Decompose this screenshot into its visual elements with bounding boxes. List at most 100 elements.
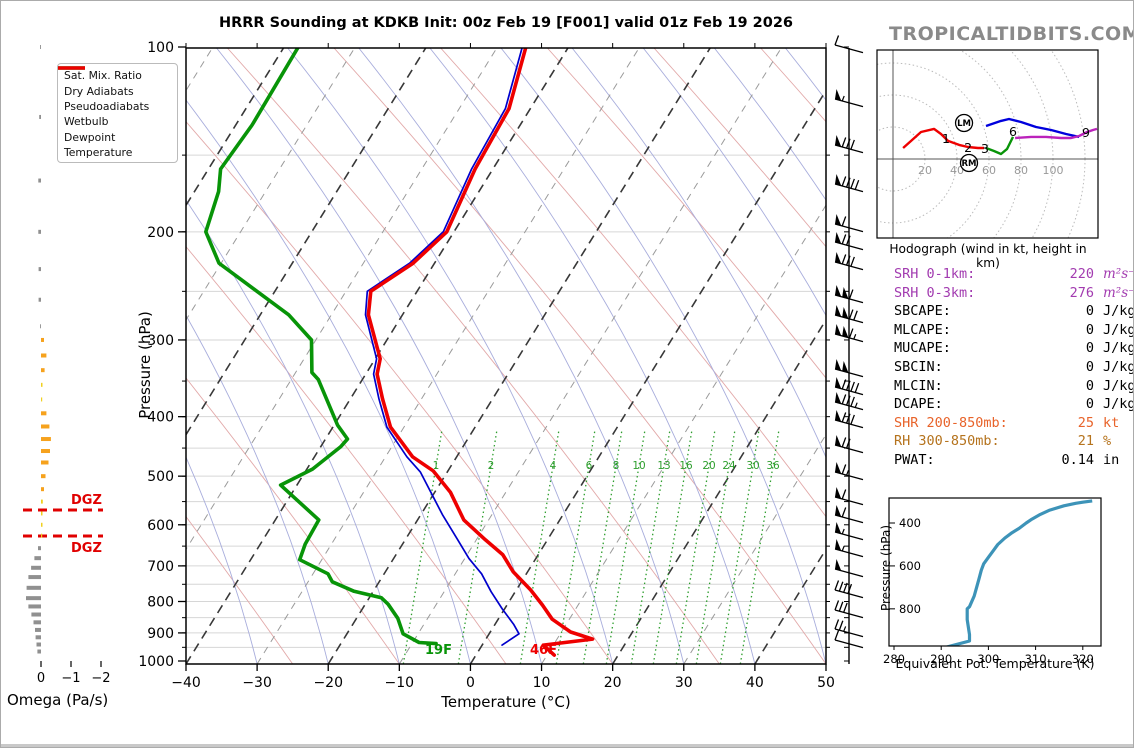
- stat-row-rh-300-850mb: RH 300-850mb: 21%: [894, 433, 1133, 452]
- surface-dewpoint-label: 19F: [425, 643, 452, 658]
- svg-text:24: 24: [722, 460, 736, 472]
- stat-row-sbcape: SBCAPE: 0 J/kg: [894, 303, 1133, 322]
- wind-barb: [834, 135, 864, 154]
- stat-unit: J/kg: [1103, 321, 1134, 338]
- stat-unit: J/kg: [1103, 340, 1134, 357]
- legend-label: Pseudoadiabats: [64, 99, 150, 113]
- stat-value: 0: [1085, 321, 1094, 338]
- svg-text:40: 40: [950, 164, 964, 177]
- stat-unit: J/kg: [1103, 377, 1134, 394]
- svg-text:400: 400: [899, 516, 921, 530]
- svg-text:20: 20: [604, 675, 622, 691]
- wind-barb: [834, 539, 864, 558]
- wind-barb: [834, 324, 864, 343]
- stat-row-sbcin: SBCIN: 0 J/kg: [894, 358, 1134, 378]
- stat-value: 0: [1085, 396, 1094, 413]
- stat-value: 276: [1069, 284, 1094, 301]
- svg-text:280: 280: [883, 652, 905, 666]
- stat-label: MLCIN:: [894, 377, 943, 394]
- svg-text:LM: LM: [957, 119, 971, 129]
- legend-item-wetbulb: Wetbulb: [58, 67, 177, 129]
- legend-label: Wetbulb: [64, 115, 109, 129]
- svg-text:0: 0: [466, 675, 475, 691]
- wind-barb: [834, 285, 864, 304]
- dgz-label-bottom: DGZ: [71, 541, 102, 556]
- hodograph-trace-0-3km: [902, 127, 984, 150]
- site-logo: TROPICALTIDBITS.COM: [889, 23, 1134, 45]
- svg-text:700: 700: [147, 559, 174, 575]
- wind-barb: [834, 619, 864, 638]
- hodograph-frame: [876, 49, 1099, 239]
- stat-unit: m²s⁻²: [1103, 266, 1133, 282]
- svg-text:290: 290: [930, 652, 952, 666]
- stat-value: 25: [1077, 414, 1094, 431]
- svg-text:−1: −1: [61, 671, 80, 686]
- wind-barb: [834, 392, 864, 411]
- svg-text:300: 300: [977, 652, 999, 666]
- wind-barb: [834, 174, 864, 193]
- wetbulb-curve: [364, 48, 523, 646]
- svg-text:2: 2: [964, 140, 972, 155]
- legend-label: Dry Adiabats: [64, 84, 134, 98]
- wind-barb: [834, 359, 864, 378]
- svg-text:600: 600: [899, 559, 921, 573]
- wind-barb: [834, 252, 864, 271]
- svg-text:9: 9: [1082, 125, 1090, 140]
- svg-text:800: 800: [899, 602, 921, 616]
- svg-text:400: 400: [147, 410, 174, 426]
- stat-label: SRH 0-1km:: [894, 266, 976, 282]
- omega-axis-label: Omega (Pa/s): [7, 691, 109, 709]
- stat-label: PWAT:: [894, 451, 935, 468]
- stat-unit: J/kg: [1103, 358, 1134, 375]
- stat-row-srh-0-3km: SRH 0-3km: 276 m²s⁻²: [894, 284, 1133, 304]
- stat-row-mlcin: MLCIN: 0 J/kg: [894, 377, 1134, 397]
- stat-value: 0: [1085, 358, 1094, 375]
- legend-item-pseudoadiabats: Pseudoadiabats: [58, 67, 177, 114]
- wind-barb: [834, 89, 864, 108]
- svg-text:20: 20: [702, 460, 715, 472]
- temperature-axis-label: Temperature (°C): [441, 693, 571, 711]
- dgz-lines: [23, 508, 103, 538]
- svg-text:30: 30: [746, 460, 759, 472]
- svg-text:4: 4: [550, 460, 557, 472]
- legend-item-temperature: Temperature: [58, 66, 177, 160]
- svg-text:100: 100: [1043, 164, 1064, 177]
- wind-barb: [834, 505, 864, 524]
- svg-text:3: 3: [981, 141, 989, 156]
- thetae-pressure-label: Pressure (hPa): [879, 524, 893, 612]
- svg-text:30: 30: [675, 675, 693, 691]
- svg-text:−2: −2: [91, 671, 110, 686]
- stat-unit: kt: [1103, 414, 1120, 431]
- svg-text:0: 0: [37, 671, 45, 686]
- svg-text:80: 80: [1014, 164, 1028, 177]
- svg-text:500: 500: [147, 469, 174, 485]
- svg-text:6: 6: [1009, 124, 1017, 139]
- mixing-ratio-labels: 1 2 4 6 8 10 13 16 20 24 30 36: [433, 460, 780, 472]
- stat-label: DCAPE:: [894, 396, 943, 413]
- page-title: HRRR Sounding at KDKB Init: 00z Feb 19 […: [218, 15, 794, 31]
- stat-value: 220: [1069, 266, 1094, 282]
- stat-value: 0: [1085, 303, 1094, 320]
- wind-barb: [834, 487, 864, 506]
- svg-text:600: 600: [147, 518, 174, 534]
- stat-row-pwat: PWAT: 0.14 in: [894, 451, 1133, 471]
- stat-unit: %: [1103, 433, 1112, 450]
- stats-panel: SRH 0-1km: 220 m²s⁻² SRH 0-3km: 276 m²s⁻² SBCA…: [894, 266, 1134, 471]
- legend: Sat. Mix. Ratio Dry Adiabats Pseudoadiabat…: [57, 63, 178, 164]
- wind-barb-column: [834, 35, 864, 664]
- svg-text:800: 800: [147, 594, 174, 610]
- stat-row-mlcape: MLCAPE: 0 J/kg: [894, 321, 1134, 341]
- legend-item-dry-adiabats: Dry Adiabats: [58, 67, 177, 98]
- wind-barb: [834, 559, 864, 578]
- wind-barb: [834, 435, 864, 454]
- svg-text:100: 100: [147, 40, 174, 56]
- svg-text:13: 13: [657, 460, 670, 472]
- hodograph-panel: 20 40 60 80 100 12 3 6 9 LM RM: [877, 50, 1098, 238]
- svg-text:40: 40: [746, 675, 764, 691]
- stat-label: SRH 0-3km:: [894, 284, 976, 301]
- wind-barb: [834, 232, 864, 251]
- legend-item-dewpoint: Dewpoint: [58, 66, 177, 145]
- skewt-background: [186, 48, 826, 664]
